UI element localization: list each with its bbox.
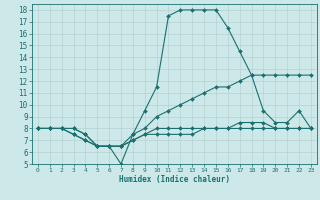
X-axis label: Humidex (Indice chaleur): Humidex (Indice chaleur) [119, 175, 230, 184]
